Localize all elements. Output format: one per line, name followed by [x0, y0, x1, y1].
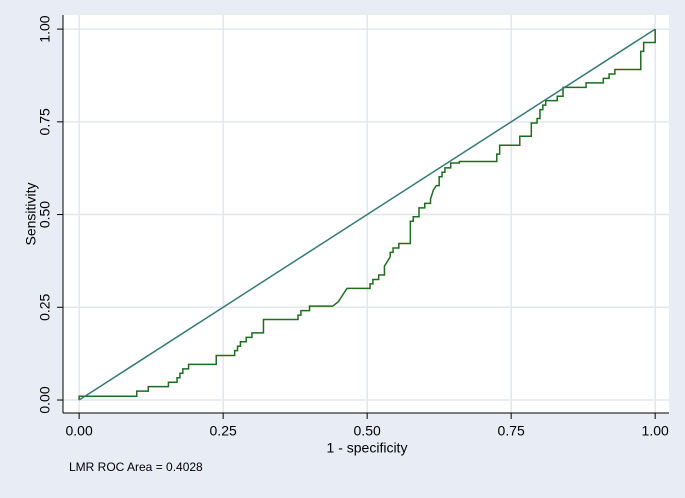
line — [78, 29, 656, 401]
x-tick-label: 1.00 — [642, 423, 669, 439]
y-tick-label: 0.25 — [37, 293, 53, 320]
y-tick-label: 0.00 — [37, 386, 53, 413]
y-axis-title: Sensitivity — [23, 182, 39, 245]
note: LMR ROC Area = 0.4028 — [69, 460, 203, 474]
y-tick-label: 0.75 — [37, 108, 53, 135]
x-tick-label: 0.25 — [210, 423, 237, 439]
x-tick-label: 0.75 — [498, 423, 525, 439]
y-tick-label: 1.00 — [37, 15, 53, 42]
x-tick-label: 0.00 — [66, 423, 93, 439]
x-tick-label: 0.50 — [354, 423, 381, 439]
line — [78, 28, 656, 401]
y-tick-label: 0.50 — [37, 201, 53, 228]
x-axis-title: 1 - specificity — [327, 440, 408, 456]
